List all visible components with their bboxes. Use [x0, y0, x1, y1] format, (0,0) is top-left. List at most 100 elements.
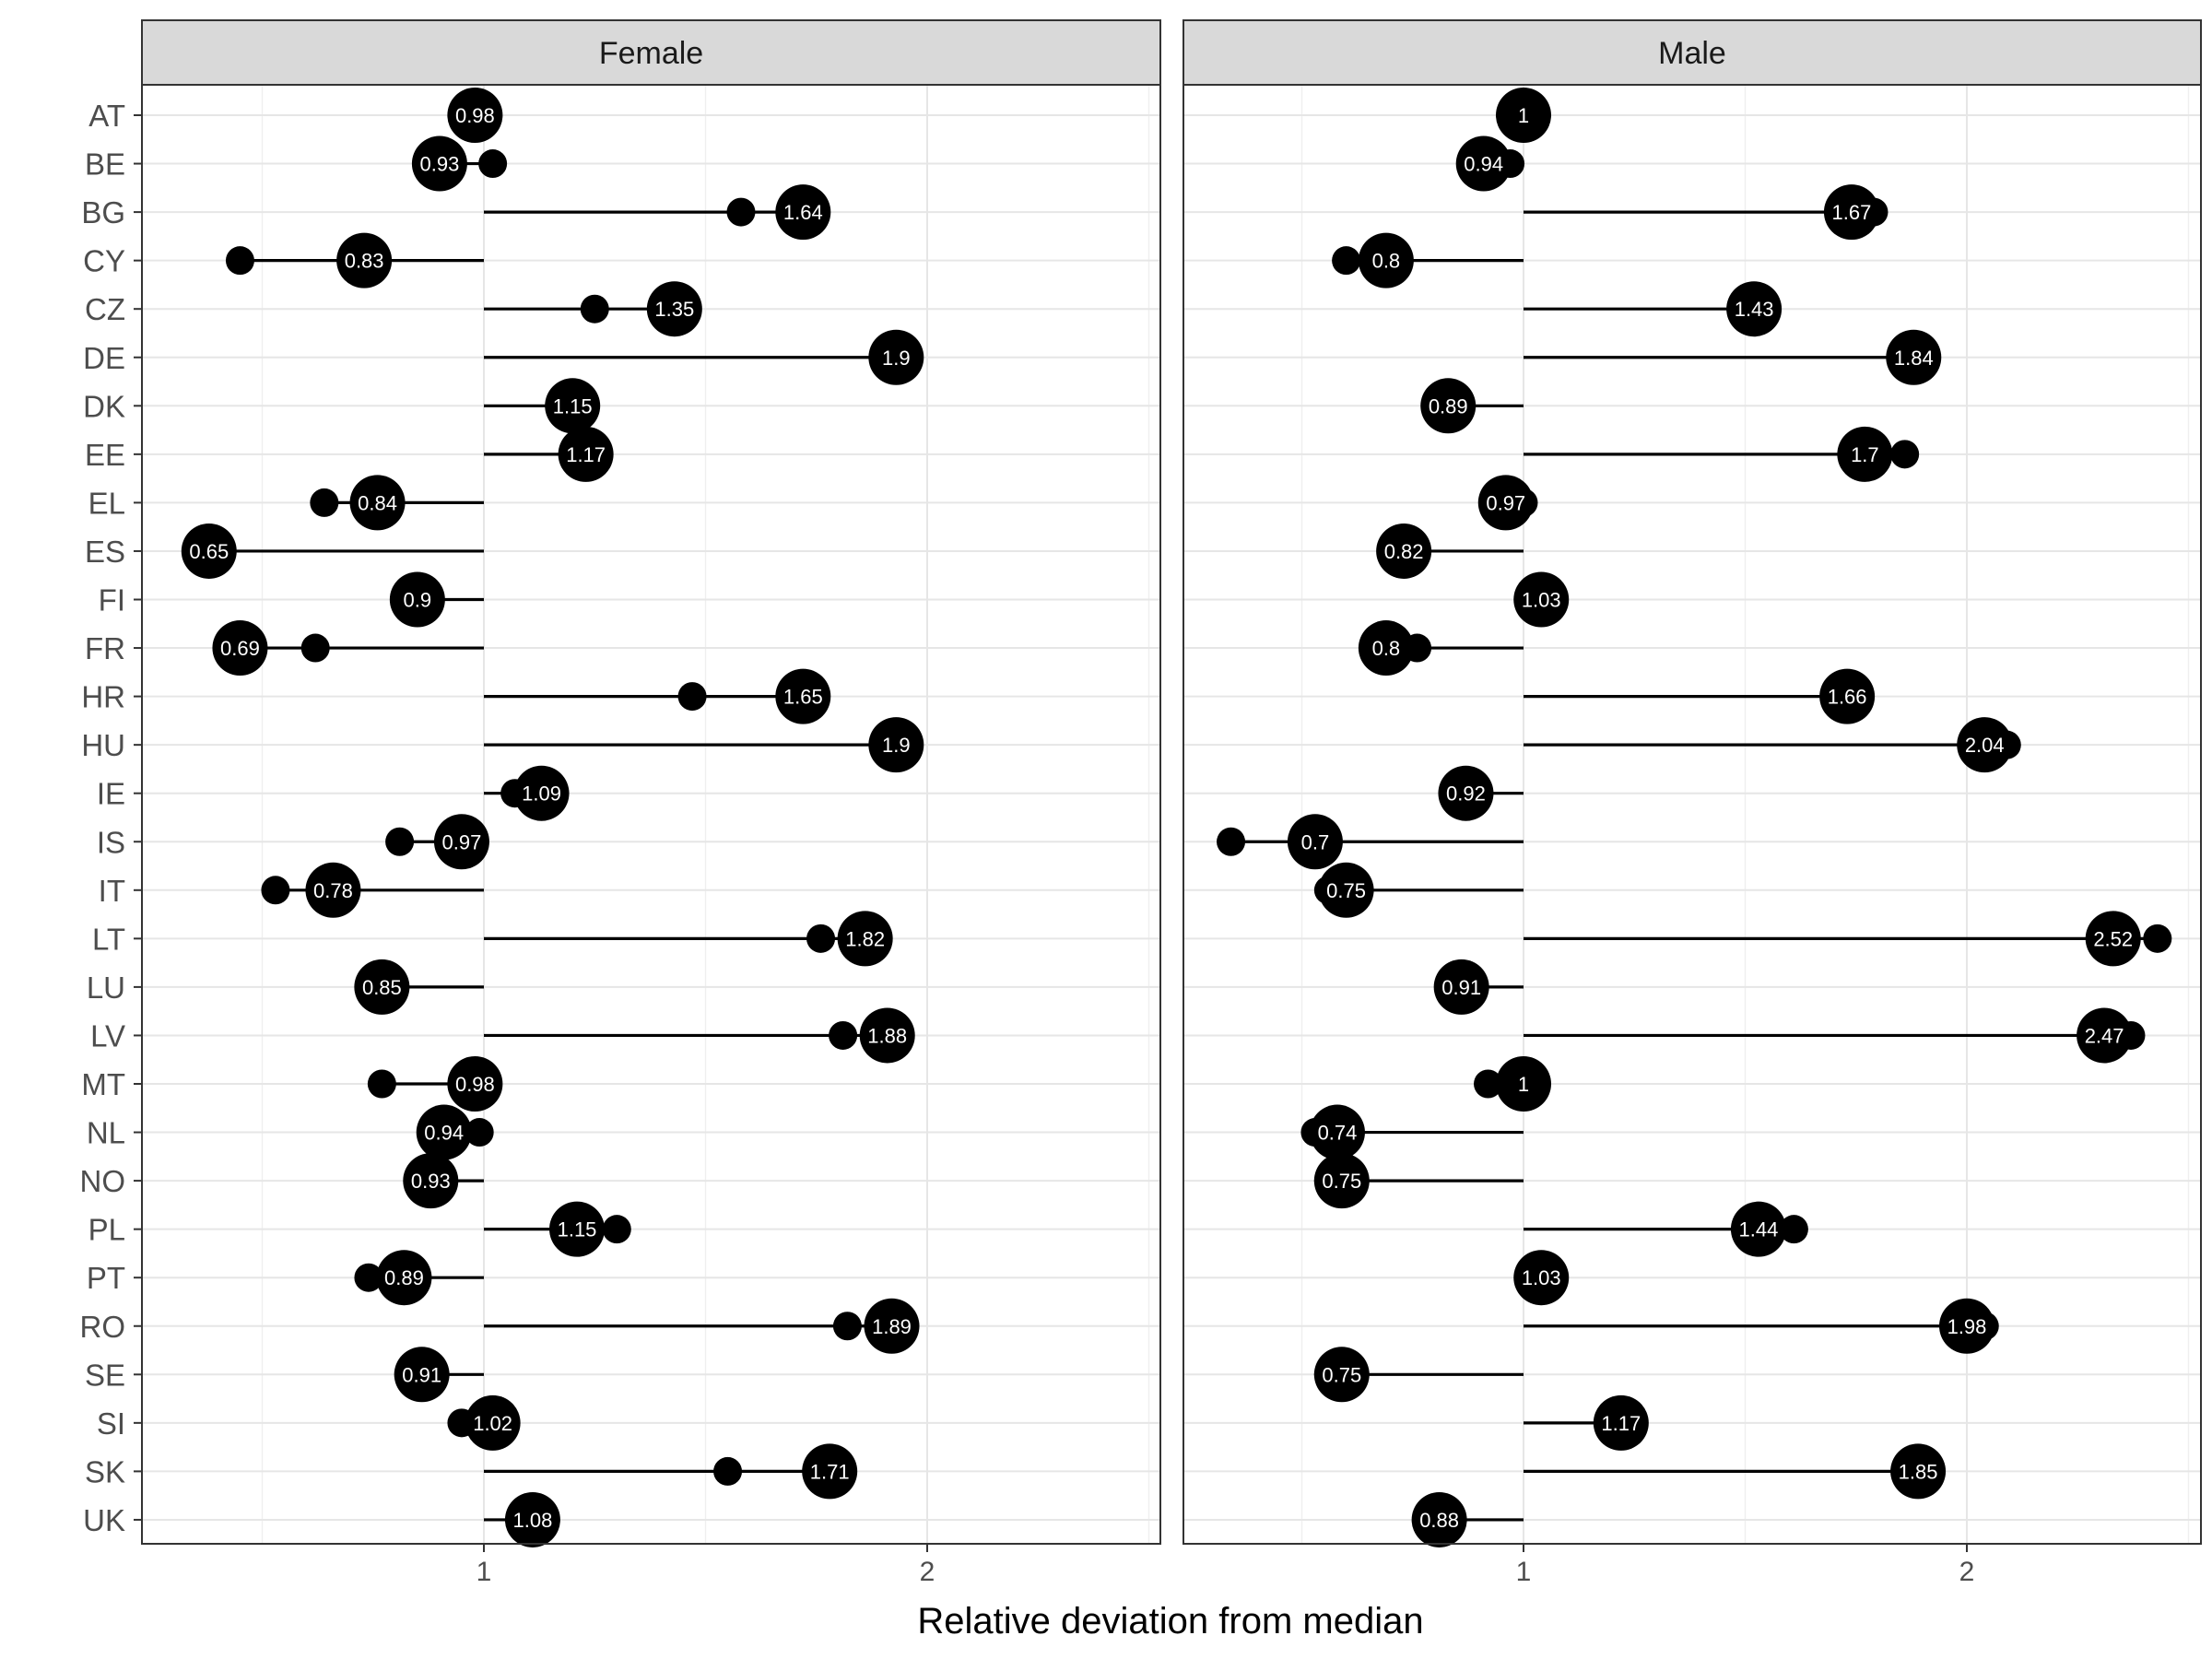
point-small-mt: [367, 1069, 396, 1099]
value-label-pl: 1.44: [1739, 1218, 1779, 1241]
point-large-cy: [1358, 232, 1414, 288]
point-large-si: [465, 1394, 521, 1451]
point-small-lt: [2143, 924, 2172, 953]
point-large-at: [1496, 88, 1551, 143]
value-label-lt: 2.52: [2093, 927, 2133, 950]
strip-female: [141, 19, 1161, 86]
value-label-lv: 1.88: [867, 1024, 907, 1047]
y-tick-label-it: IT: [99, 874, 125, 908]
x-tick-label: 2: [920, 1557, 935, 1587]
value-label-uk: 0.88: [1419, 1509, 1459, 1532]
value-label-fi: 0.9: [404, 589, 432, 612]
y-tick-label-ee: EE: [85, 438, 125, 472]
x-axis-title: Relative deviation from median: [917, 1601, 1423, 1641]
value-label-de: 1.9: [882, 347, 911, 370]
point-small-hr: [677, 682, 707, 712]
value-label-hr: 1.66: [1828, 686, 1867, 709]
x-tick-label: 1: [477, 1557, 492, 1587]
value-label-ie: 0.92: [1446, 782, 1486, 806]
point-large-ie: [1438, 765, 1494, 821]
point-large-pt: [376, 1250, 432, 1306]
value-label-hu: 2.04: [1965, 734, 2005, 757]
y-axis: AT BE BG CY CZ DE DK EE EL ES FI FR HR HU IE IS IT LT LU LV…: [80, 99, 142, 1537]
point-large-fr: [212, 620, 268, 677]
value-label-bg: 1.67: [1832, 201, 1872, 224]
value-label-dk: 1.15: [553, 394, 593, 418]
point-large-be: [1455, 135, 1512, 192]
panel-background-female: [142, 85, 1160, 1544]
point-large-nl: [1309, 1104, 1365, 1160]
value-label-si: 1.02: [473, 1412, 512, 1435]
value-label-sk: 1.71: [810, 1460, 850, 1483]
point-large-lt: [837, 911, 893, 967]
y-tick-label-de: DE: [83, 341, 125, 375]
y-tick-label-uk: UK: [83, 1503, 125, 1537]
point-large-uk: [504, 1491, 560, 1547]
strip-label-female: Female: [599, 36, 703, 71]
y-tick-label-ie: IE: [97, 777, 125, 811]
value-label-nl: 0.94: [424, 1122, 464, 1145]
point-large-hr: [775, 668, 831, 724]
point-large-bg: [1823, 184, 1879, 241]
point-small-el: [310, 488, 339, 517]
marks-female: 0.98 0.93 1.64 0.83 1.35 1.9 1.15 1.17 0.84 0.65 0…: [181, 88, 924, 1547]
point-large-is: [433, 814, 489, 870]
point-small-nl: [465, 1118, 494, 1147]
y-tick-label-is: IS: [97, 825, 125, 859]
point-large-it: [1318, 862, 1374, 918]
y-tick-label-si: SI: [97, 1406, 125, 1441]
y-tick-label-pt: PT: [87, 1261, 125, 1295]
point-large-fi: [389, 571, 445, 628]
point-large-es: [181, 523, 237, 579]
point-small-lv: [829, 1020, 858, 1050]
y-tick-label-mt: MT: [81, 1067, 125, 1101]
y-tick-label-es: ES: [85, 535, 125, 569]
point-large-bg: [775, 184, 831, 241]
y-tick-label-nl: NL: [87, 1116, 125, 1150]
point-large-at: [447, 88, 503, 143]
value-label-pl: 1.15: [558, 1218, 597, 1241]
value-label-is: 0.7: [1301, 830, 1330, 853]
y-tick-label-lu: LU: [87, 971, 125, 1005]
point-small-it: [261, 876, 290, 905]
point-large-be: [411, 135, 467, 192]
point-small-is: [1217, 827, 1246, 856]
point-small-sk: [713, 1456, 743, 1486]
value-label-el: 0.97: [1486, 491, 1525, 514]
value-label-at: 0.98: [455, 104, 495, 127]
value-label-ro: 1.89: [872, 1315, 912, 1338]
value-label-pt: 0.89: [384, 1266, 424, 1289]
point-large-ro: [864, 1298, 920, 1354]
y-tick-label-hr: HR: [81, 680, 125, 714]
y-tick-label-hu: HU: [81, 728, 125, 762]
panel-background-male: [1183, 85, 2201, 1544]
strip-label-male: Male: [1658, 36, 1726, 71]
value-label-si: 1.17: [1601, 1412, 1641, 1435]
value-label-cz: 1.35: [654, 298, 694, 321]
value-label-bg: 1.64: [783, 201, 823, 224]
value-label-no: 0.93: [411, 1170, 451, 1193]
point-large-sk: [1890, 1443, 1947, 1500]
value-label-de: 1.84: [1894, 347, 1934, 370]
y-tick-label-bg: BG: [81, 195, 125, 229]
value-label-be: 0.93: [419, 153, 459, 176]
point-large-pl: [1730, 1201, 1786, 1257]
point-large-fi: [1513, 571, 1570, 628]
point-large-es: [1376, 523, 1432, 579]
value-label-cy: 0.8: [1372, 250, 1401, 273]
x-tick-label: 2: [1959, 1557, 1975, 1587]
value-label-fr: 0.69: [220, 637, 260, 660]
value-label-fr: 0.8: [1372, 637, 1401, 660]
value-label-cy: 0.83: [345, 250, 384, 273]
point-small-is: [385, 827, 415, 856]
point-large-no: [403, 1153, 459, 1209]
value-label-at: 1: [1518, 104, 1529, 127]
point-small-mt: [1474, 1069, 1503, 1099]
x-tick-label: 1: [1516, 1557, 1532, 1587]
y-tick-label-el: EL: [88, 486, 125, 520]
y-tick-label-ro: RO: [80, 1310, 126, 1344]
point-large-mt: [1496, 1056, 1551, 1112]
value-label-is: 0.97: [442, 830, 482, 853]
